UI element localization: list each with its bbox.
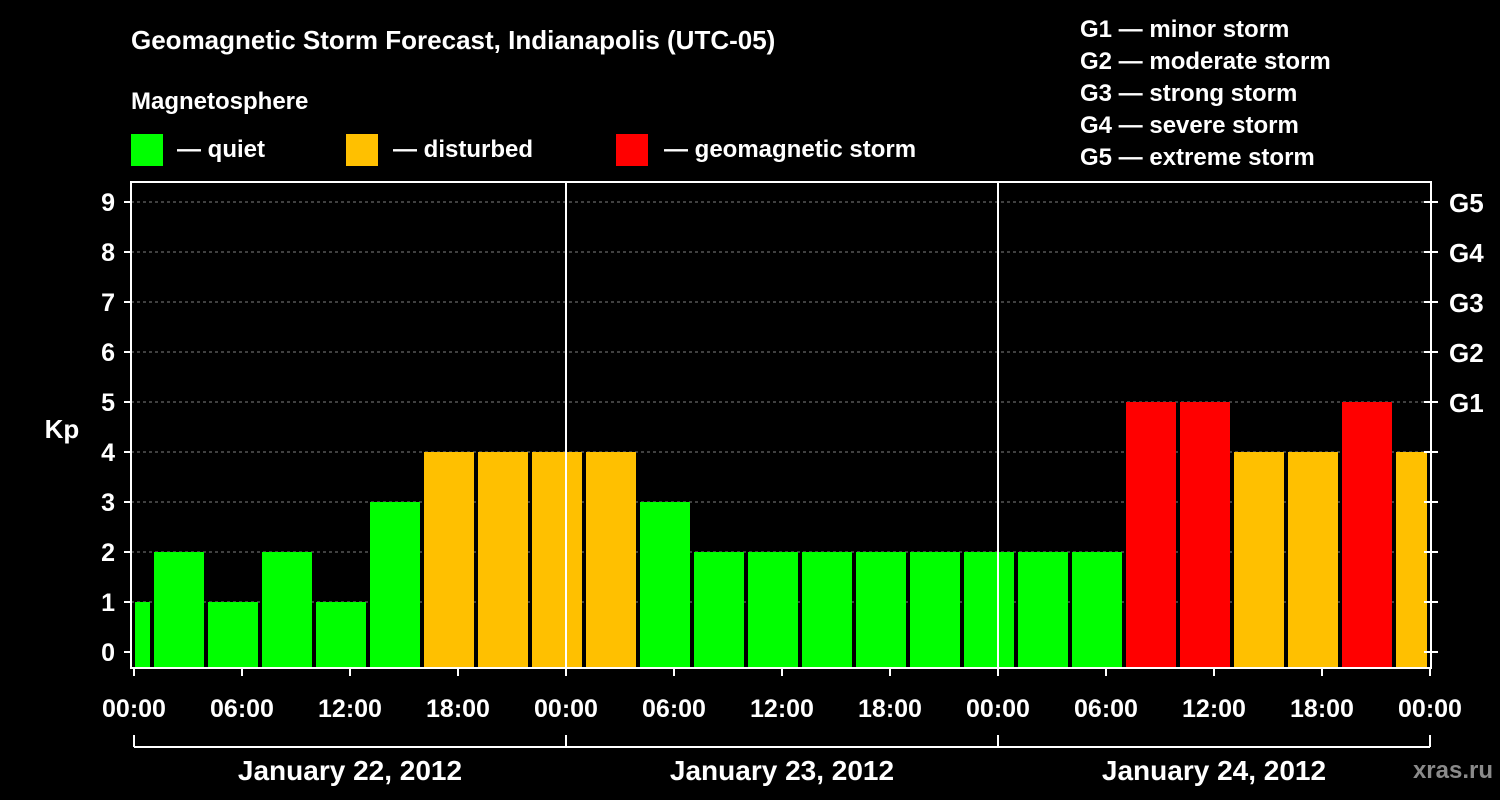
kp-bar-24 xyxy=(1342,402,1392,668)
legend-swatch-storm xyxy=(616,134,648,166)
day-label-3: January 24, 2012 xyxy=(1102,755,1326,786)
kp-bar-16 xyxy=(910,552,960,668)
storm-scale-legend: G1 — minor storm G2 — moderate storm G3 … xyxy=(1080,16,1331,171)
legend-heading: Magnetosphere xyxy=(131,88,308,115)
legend-swatch-quiet xyxy=(131,134,163,166)
day-label-1: January 22, 2012 xyxy=(238,755,462,786)
kp-bar-15 xyxy=(856,552,906,668)
g-scale-label-g1: G1 xyxy=(1449,388,1484,418)
kp-bar-7 xyxy=(424,452,474,668)
watermark: xras.ru xyxy=(1413,757,1493,784)
kp-bar-9 xyxy=(532,452,582,668)
x-tick-label-1: 06:00 xyxy=(210,695,274,723)
kp-bar-19 xyxy=(1072,552,1122,668)
y-tick-label-0: 0 xyxy=(101,639,115,667)
x-tick-label-6: 12:00 xyxy=(750,695,814,723)
y-tick-label-4: 4 xyxy=(101,439,115,467)
kp-bar-21 xyxy=(1180,402,1230,668)
g-scale-label-g4: G4 xyxy=(1449,238,1484,268)
x-tick-label-3: 18:00 xyxy=(426,695,490,723)
x-tick-label-11: 18:00 xyxy=(1290,695,1354,723)
kp-bar-1 xyxy=(135,602,150,668)
chart-title: Geomagnetic Storm Forecast, Indianapolis… xyxy=(131,25,775,55)
x-tick-label-5: 06:00 xyxy=(642,695,706,723)
kp-bar-8 xyxy=(478,452,528,668)
g-scale-label-g3: G3 xyxy=(1449,288,1484,318)
legend-swatch-disturbed xyxy=(346,134,378,166)
x-tick-label-2: 12:00 xyxy=(318,695,382,723)
storm-scale-g2: G2 — moderate storm xyxy=(1080,48,1331,75)
kp-bar-13 xyxy=(748,552,798,668)
legend-label-quiet: — quiet xyxy=(177,136,265,163)
kp-bar-11 xyxy=(640,502,690,668)
kp-bar-23 xyxy=(1288,452,1338,668)
y-tick-label-2: 2 xyxy=(101,539,115,567)
x-tick-label-4: 00:00 xyxy=(534,695,598,723)
y-tick-label-8: 8 xyxy=(101,239,115,267)
y-tick-label-3: 3 xyxy=(101,489,115,517)
x-tick-label-12: 00:00 xyxy=(1398,695,1462,723)
x-tick-label-9: 06:00 xyxy=(1074,695,1138,723)
y-tick-label-9: 9 xyxy=(101,189,115,217)
y-axis-label: Kp xyxy=(45,414,80,444)
kp-bar-25 xyxy=(1396,452,1427,668)
kp-bar-18 xyxy=(1018,552,1068,668)
x-tick-label-7: 18:00 xyxy=(858,695,922,723)
y-tick-label-7: 7 xyxy=(101,289,115,317)
storm-scale-g1: G1 — minor storm xyxy=(1080,16,1289,43)
g-scale-label-g2: G2 xyxy=(1449,338,1484,368)
kp-bar-3 xyxy=(208,602,258,668)
kp-bar-12 xyxy=(694,552,744,668)
legend-label-disturbed: — disturbed xyxy=(393,136,533,163)
kp-bar-2 xyxy=(154,552,204,668)
y-tick-label-5: 5 xyxy=(101,389,115,417)
x-tick-label-8: 00:00 xyxy=(966,695,1030,723)
y-tick-label-1: 1 xyxy=(101,589,115,617)
g-scale-label-g5: G5 xyxy=(1449,188,1484,218)
kp-bar-4 xyxy=(262,552,312,668)
y-tick-label-6: 6 xyxy=(101,339,115,367)
storm-scale-g5: G5 — extreme storm xyxy=(1080,144,1315,171)
kp-bar-20 xyxy=(1126,402,1176,668)
kp-bar-6 xyxy=(370,502,420,668)
storm-scale-g4: G4 — severe storm xyxy=(1080,112,1299,139)
x-tick-label-10: 12:00 xyxy=(1182,695,1246,723)
legend: — quiet — disturbed — geomagnetic storm xyxy=(131,134,916,166)
kp-bar-5 xyxy=(316,602,366,668)
kp-bar-14 xyxy=(802,552,852,668)
legend-label-storm: — geomagnetic storm xyxy=(664,136,916,163)
kp-bar-22 xyxy=(1234,452,1284,668)
plot-area: 0 1 2 3 4 5 6 7 8 9 G1 G2 G3 G4 G5 00:00 06:00 12:00 18:00… xyxy=(101,181,1484,786)
day-label-2: January 23, 2012 xyxy=(670,755,894,786)
kp-bar-17 xyxy=(964,552,1014,668)
kp-bar-10 xyxy=(586,452,636,668)
storm-scale-g3: G3 — strong storm xyxy=(1080,80,1297,107)
x-tick-label-0: 00:00 xyxy=(102,695,166,723)
